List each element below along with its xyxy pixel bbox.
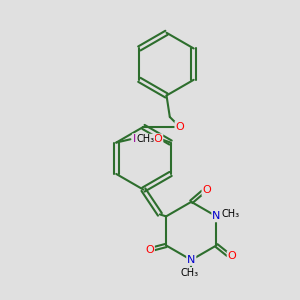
Text: CH₃: CH₃ — [136, 134, 154, 144]
Text: N: N — [187, 255, 196, 265]
Text: CH₃: CH₃ — [181, 268, 199, 278]
Text: O: O — [154, 134, 162, 144]
Text: O: O — [145, 245, 154, 255]
Text: O: O — [175, 122, 184, 132]
Text: O: O — [228, 251, 236, 261]
Text: I: I — [133, 134, 136, 144]
Text: O: O — [202, 185, 211, 195]
Text: N: N — [212, 212, 220, 221]
Text: CH₃: CH₃ — [221, 209, 239, 219]
